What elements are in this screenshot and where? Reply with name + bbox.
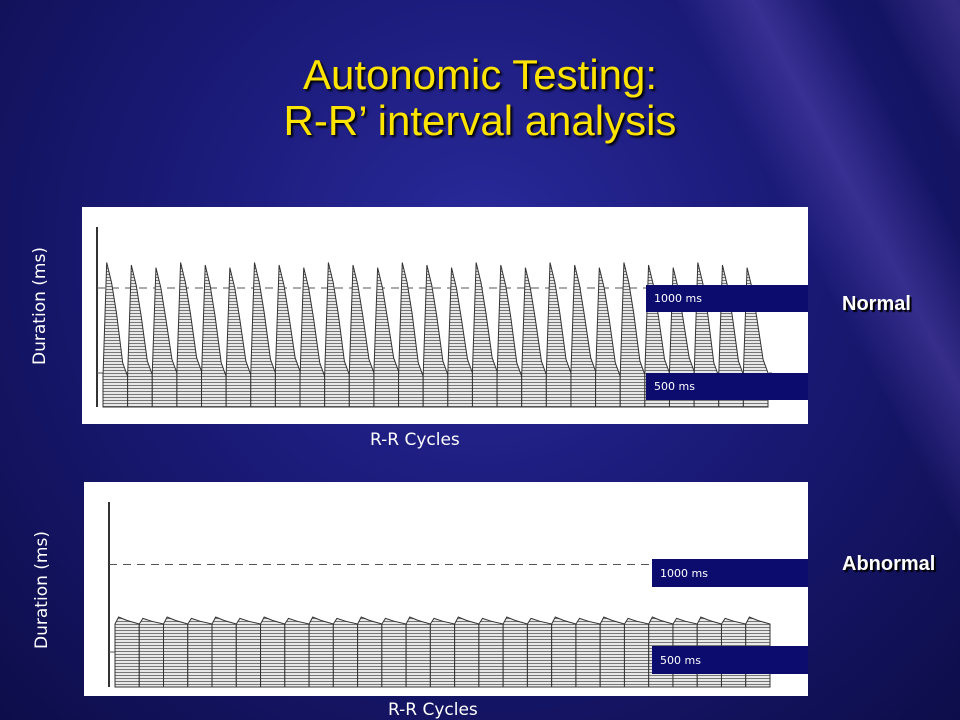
rr-cycle-bar (373, 267, 400, 408)
rr-cycle-bar (127, 264, 153, 408)
rr-cycle-bar (348, 264, 375, 408)
rr-cycle-bar (447, 267, 473, 408)
rr-cycle-bar (478, 617, 504, 688)
rr-cycle-bar (398, 262, 424, 408)
abnormal-1000ms-label: 1000 ms (652, 559, 808, 587)
rr-cycle-bar (260, 616, 286, 688)
rr-cycle-bar (357, 616, 383, 688)
rr-cycle-bar (623, 617, 650, 688)
rr-cycle-bar (405, 616, 431, 688)
rr-cycle-bar (201, 264, 227, 408)
rr-cycle-bar (225, 267, 252, 408)
rr-cycle-bar (274, 264, 301, 408)
rr-cycle-bar (619, 262, 646, 408)
rr-cycle-bar (250, 262, 276, 408)
rr-cycle-bar (595, 267, 621, 408)
abnormal-status-label: Abnormal (842, 553, 936, 575)
rr-cycle-bar (526, 617, 553, 688)
rr-cycle-bar (332, 617, 359, 688)
abnormal-500ms-label: 500 ms (652, 646, 808, 674)
normal-x-axis-label: R-R Cycles (370, 430, 460, 450)
rr-cycle-bar (429, 617, 456, 688)
slide-title: Autonomic Testing: R-R’ interval analysi… (0, 52, 960, 144)
abnormal-y-axis-label: Duration (ms) (32, 531, 52, 649)
rr-cycle-bar (575, 617, 601, 688)
rr-cycle-bar (454, 616, 480, 688)
rr-cycle-bar (176, 262, 203, 408)
title-line-2: R-R’ interval analysis (283, 97, 677, 144)
rr-cycle-bar (299, 267, 326, 408)
rr-cycle-bar (308, 616, 334, 688)
rr-cycle-bar (502, 616, 528, 688)
rr-cycle-bar (211, 616, 237, 688)
rr-cycle-bar (422, 264, 449, 408)
abnormal-x-axis-label: R-R Cycles (388, 700, 478, 720)
normal-1000ms-label: 1000 ms (646, 285, 808, 312)
rr-cycle-bar (151, 267, 178, 408)
rr-cycle-bar (381, 617, 407, 688)
rr-cycle-bar (187, 617, 213, 688)
title-line-1: Autonomic Testing: (302, 51, 658, 98)
rr-cycle-bar (102, 262, 129, 408)
rr-cycle-bar (114, 616, 140, 688)
rr-cycle-bar (324, 262, 350, 408)
rr-cycle-bar (545, 262, 572, 408)
rr-cycle-bar (284, 617, 310, 688)
rr-cycle-bar (551, 616, 577, 688)
rr-cycle-bar (163, 616, 189, 688)
rr-cycle-bar (570, 264, 597, 408)
rr-cycle-bar (521, 267, 547, 408)
rr-cycle-bar (496, 264, 523, 408)
rr-cycle-bar (599, 616, 625, 688)
normal-status-label: Normal (842, 293, 911, 315)
normal-y-axis-label: Duration (ms) (30, 247, 50, 365)
normal-500ms-label: 500 ms (646, 373, 808, 400)
rr-cycle-bar (235, 617, 262, 688)
rr-cycle-bar (471, 262, 498, 408)
rr-cycle-bar (138, 617, 165, 688)
